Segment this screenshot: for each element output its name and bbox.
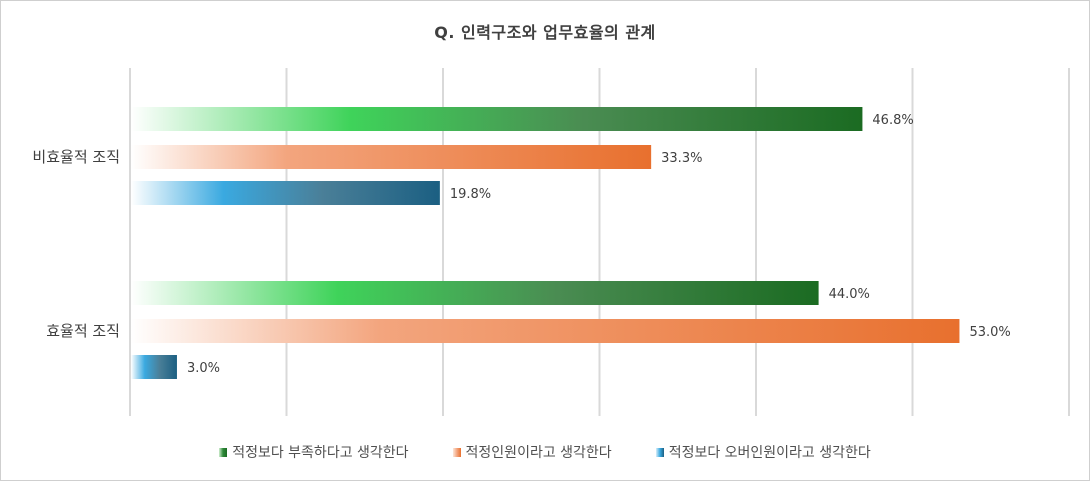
category-label: 효율적 조직 — [46, 322, 120, 340]
legend-item-over: 적정보다 오버인원이라고 생각한다 — [655, 442, 871, 462]
bar-series-1-0 — [131, 145, 652, 169]
data-label: 53.0% — [969, 325, 1010, 340]
legend-label-shortage: 적정보다 부족하다고 생각한다 — [232, 445, 409, 461]
chart-title: Q. 인력구조와 업무효율의 관계 — [434, 23, 656, 42]
data-label: 33.3% — [661, 151, 702, 166]
category-label: 비효율적 조직 — [32, 148, 120, 166]
legend-swatch-green — [219, 447, 228, 457]
legend-label-adequate: 적정인원이라고 생각한다 — [465, 445, 612, 461]
data-label: 44.0% — [829, 287, 870, 302]
legend-item-shortage: 적정보다 부족하다고 생각한다 — [219, 442, 409, 462]
bar-series-0-1 — [131, 281, 819, 305]
data-label: 19.8% — [450, 187, 491, 202]
bar-series-2-1 — [131, 355, 177, 379]
bar-series-0-0 — [131, 107, 863, 131]
bar-series-1-1 — [131, 319, 960, 343]
bar-series-2-0 — [131, 181, 440, 205]
data-label: 46.8% — [872, 113, 913, 128]
legend-label-over: 적정보다 오버인원이라고 생각한다 — [668, 445, 871, 461]
chart-legend: 적정보다 부족하다고 생각한다 적정인원이라고 생각한다 적정보다 오버인원이라… — [0, 442, 1090, 462]
legend-swatch-blue — [655, 447, 664, 457]
legend-swatch-orange — [452, 447, 461, 457]
legend-item-adequate: 적정인원이라고 생각한다 — [452, 442, 612, 462]
data-label: 3.0% — [187, 361, 220, 376]
